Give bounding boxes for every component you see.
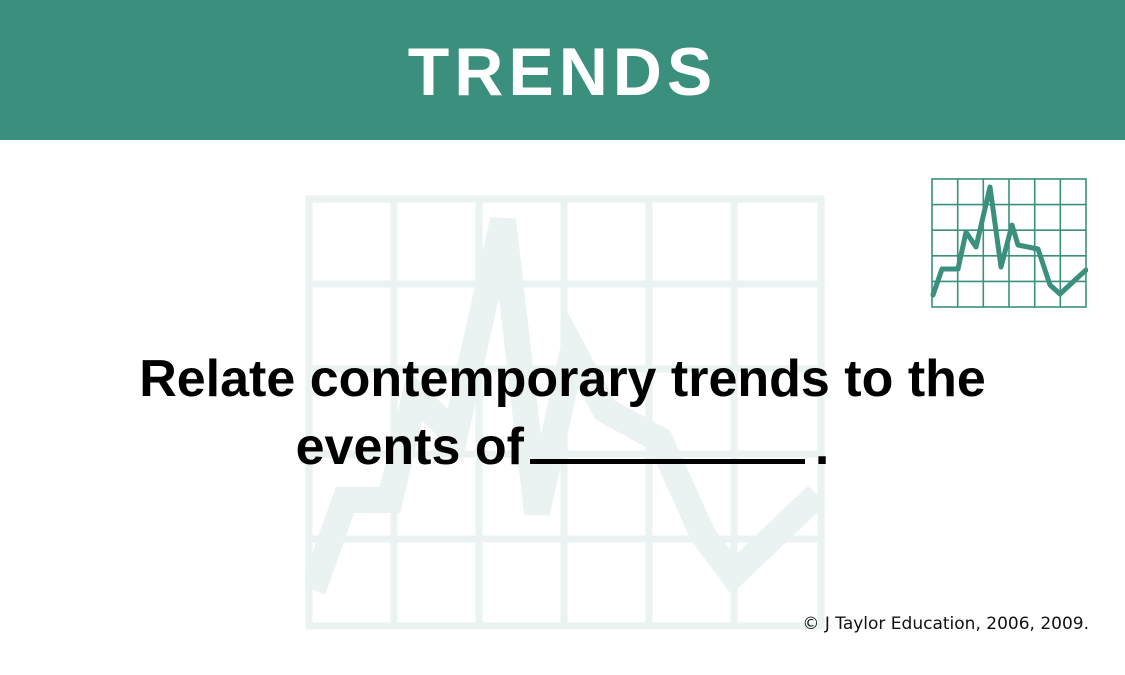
- trend-graph-watermark-icon: [305, 195, 825, 630]
- page-title: TRENDS: [407, 34, 718, 110]
- trend-graph-icon: [930, 178, 1088, 308]
- prompt-text: Relate contemporary trends to the events…: [0, 345, 1125, 481]
- prompt-line-2-suffix: .: [814, 418, 830, 476]
- title-banner: TRENDS: [0, 0, 1125, 140]
- prompt-line-2: events of.: [0, 413, 1125, 481]
- copyright-notice: © J Taylor Education, 2006, 2009.: [802, 614, 1089, 634]
- prompt-line-2-prefix: events of: [295, 418, 524, 476]
- fill-in-blank: [529, 415, 805, 464]
- prompt-line-1: Relate contemporary trends to the: [139, 350, 986, 408]
